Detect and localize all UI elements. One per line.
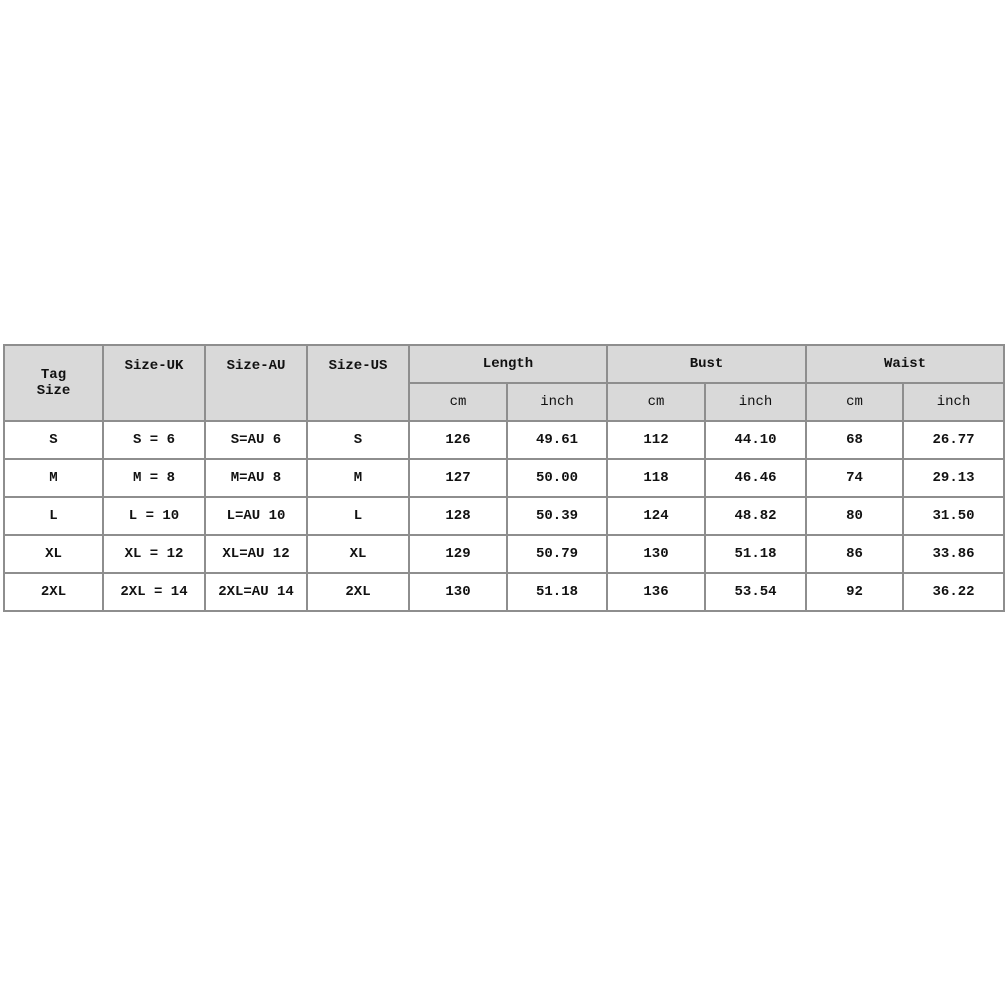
table-cell: 2XL = 14 xyxy=(102,572,206,612)
header-size-us: Size-US xyxy=(306,344,410,422)
header-unit-inch: inch xyxy=(704,382,808,422)
header-size-uk: Size-UK xyxy=(102,344,206,422)
table-cell: 26.77 xyxy=(902,420,1006,460)
table-row: XL XL = 12 XL=AU 12 XL 129 50.79 130 51.18 86 33.… xyxy=(3,534,1006,574)
table-cell: 49.61 xyxy=(505,420,609,460)
table-row: 2XL 2XL = 14 2XL=AU 14 2XL 130 51.18 136 53.54 9… xyxy=(3,572,1006,612)
table-cell: 2XL xyxy=(306,572,410,612)
header-tag-size: Tag Size xyxy=(3,344,104,422)
table-cell: M = 8 xyxy=(102,458,206,498)
table-cell: 51.18 xyxy=(704,534,808,574)
table-cell: 36.22 xyxy=(902,572,1006,612)
table-cell: 127 xyxy=(408,458,508,498)
table-cell: 44.10 xyxy=(704,420,808,460)
table-cell: 74 xyxy=(805,458,905,498)
table-cell: 80 xyxy=(805,496,905,536)
table-cell: S xyxy=(3,420,104,460)
table-cell: 2XL=AU 14 xyxy=(204,572,308,612)
table-cell: 118 xyxy=(606,458,707,498)
table-cell: S xyxy=(306,420,410,460)
table-cell: L = 10 xyxy=(102,496,206,536)
header-unit-inch: inch xyxy=(505,382,609,422)
table-cell: 128 xyxy=(408,496,508,536)
header-size-au: Size-AU xyxy=(204,344,308,422)
header-unit-cm: cm xyxy=(606,382,707,422)
table-cell: S=AU 6 xyxy=(204,420,308,460)
table-cell: 68 xyxy=(805,420,905,460)
header-unit-inch: inch xyxy=(902,382,1006,422)
table-cell: XL xyxy=(306,534,410,574)
table-cell: M xyxy=(306,458,410,498)
table-cell: L xyxy=(3,496,104,536)
table-cell: 124 xyxy=(606,496,707,536)
table-cell: 51.18 xyxy=(505,572,609,612)
table-cell: 130 xyxy=(408,572,508,612)
table-cell: 92 xyxy=(805,572,905,612)
table-cell: 29.13 xyxy=(902,458,1006,498)
table-cell: M xyxy=(3,458,104,498)
table-cell: 53.54 xyxy=(704,572,808,612)
table-cell: 46.46 xyxy=(704,458,808,498)
table-cell: 136 xyxy=(606,572,707,612)
table-cell: 33.86 xyxy=(902,534,1006,574)
header-unit-cm: cm xyxy=(805,382,905,422)
header-bust: Bust xyxy=(606,344,808,384)
header-waist: Waist xyxy=(805,344,1006,384)
table-cell: XL xyxy=(3,534,104,574)
size-chart-table: Tag Size Size-UK Size-AU Size-US Length B… xyxy=(3,344,1006,612)
table-cell: 50.79 xyxy=(505,534,609,574)
header-length: Length xyxy=(407,344,609,384)
table-cell: 130 xyxy=(606,534,707,574)
table-cell: 31.50 xyxy=(902,496,1006,536)
table-cell: 50.00 xyxy=(505,458,609,498)
table-cell: 50.39 xyxy=(505,496,609,536)
table-cell: XL = 12 xyxy=(102,534,206,574)
table-cell: L xyxy=(306,496,410,536)
table-cell: L=AU 10 xyxy=(204,496,308,536)
table-cell: S = 6 xyxy=(102,420,206,460)
table-cell: M=AU 8 xyxy=(204,458,308,498)
table-cell: 2XL xyxy=(3,572,104,612)
header-unit-cm: cm xyxy=(408,382,508,422)
table-cell: 86 xyxy=(805,534,905,574)
table-cell: 126 xyxy=(408,420,508,460)
table-cell: 112 xyxy=(606,420,707,460)
table-cell: XL=AU 12 xyxy=(204,534,308,574)
table-cell: 129 xyxy=(408,534,508,574)
table-cell: 48.82 xyxy=(704,496,808,536)
